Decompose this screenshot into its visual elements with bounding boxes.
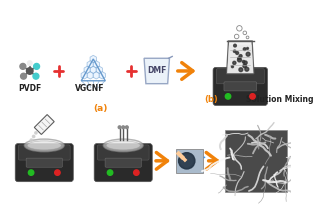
Polygon shape [84,66,91,73]
Text: Solution Mixing: Solution Mixing [246,95,313,104]
Circle shape [122,126,124,129]
Circle shape [28,170,34,175]
Circle shape [20,73,27,79]
Polygon shape [99,72,105,79]
Circle shape [250,94,255,99]
Circle shape [179,153,195,169]
Circle shape [27,68,33,74]
Circle shape [237,58,242,62]
Circle shape [236,51,239,54]
Circle shape [20,63,26,69]
Circle shape [246,52,250,56]
Polygon shape [90,66,96,73]
Circle shape [28,61,32,65]
Circle shape [134,170,139,175]
Polygon shape [87,72,93,79]
Polygon shape [227,41,254,74]
Circle shape [243,48,246,50]
Circle shape [233,61,236,64]
FancyBboxPatch shape [15,144,73,182]
Text: (b): (b) [204,95,218,104]
Polygon shape [90,55,96,63]
Polygon shape [144,58,170,84]
FancyBboxPatch shape [97,145,149,160]
Text: (a): (a) [93,104,108,113]
FancyBboxPatch shape [26,158,62,167]
Ellipse shape [103,139,143,152]
Circle shape [247,48,248,49]
Circle shape [55,170,60,175]
Ellipse shape [106,141,140,150]
Circle shape [231,66,234,68]
Circle shape [239,55,242,57]
Polygon shape [93,72,100,79]
Polygon shape [87,61,93,68]
FancyBboxPatch shape [224,82,257,91]
Circle shape [243,64,246,68]
Polygon shape [227,45,253,73]
Text: DMF: DMF [147,66,166,75]
FancyBboxPatch shape [94,144,152,182]
Circle shape [125,126,128,129]
Polygon shape [81,72,87,79]
Circle shape [107,170,113,175]
FancyBboxPatch shape [213,67,268,105]
FancyBboxPatch shape [105,158,141,167]
Ellipse shape [27,141,61,150]
Text: PVDF: PVDF [18,84,41,93]
Circle shape [239,68,243,72]
Circle shape [234,44,236,47]
Circle shape [33,73,39,79]
Circle shape [32,135,35,138]
Bar [225,130,287,192]
FancyBboxPatch shape [18,145,70,160]
Circle shape [35,132,37,134]
Polygon shape [93,61,100,68]
Ellipse shape [24,139,64,152]
Circle shape [245,67,249,71]
Text: VGCNF: VGCNF [75,84,104,93]
Circle shape [118,126,121,129]
Circle shape [30,139,33,141]
Bar [176,149,203,173]
Circle shape [242,61,245,63]
Polygon shape [34,115,54,134]
Circle shape [225,94,231,99]
Circle shape [34,63,40,69]
Circle shape [244,61,247,64]
Circle shape [181,155,192,166]
FancyBboxPatch shape [216,69,264,84]
Circle shape [233,50,236,52]
Polygon shape [96,66,102,73]
Circle shape [238,57,240,60]
